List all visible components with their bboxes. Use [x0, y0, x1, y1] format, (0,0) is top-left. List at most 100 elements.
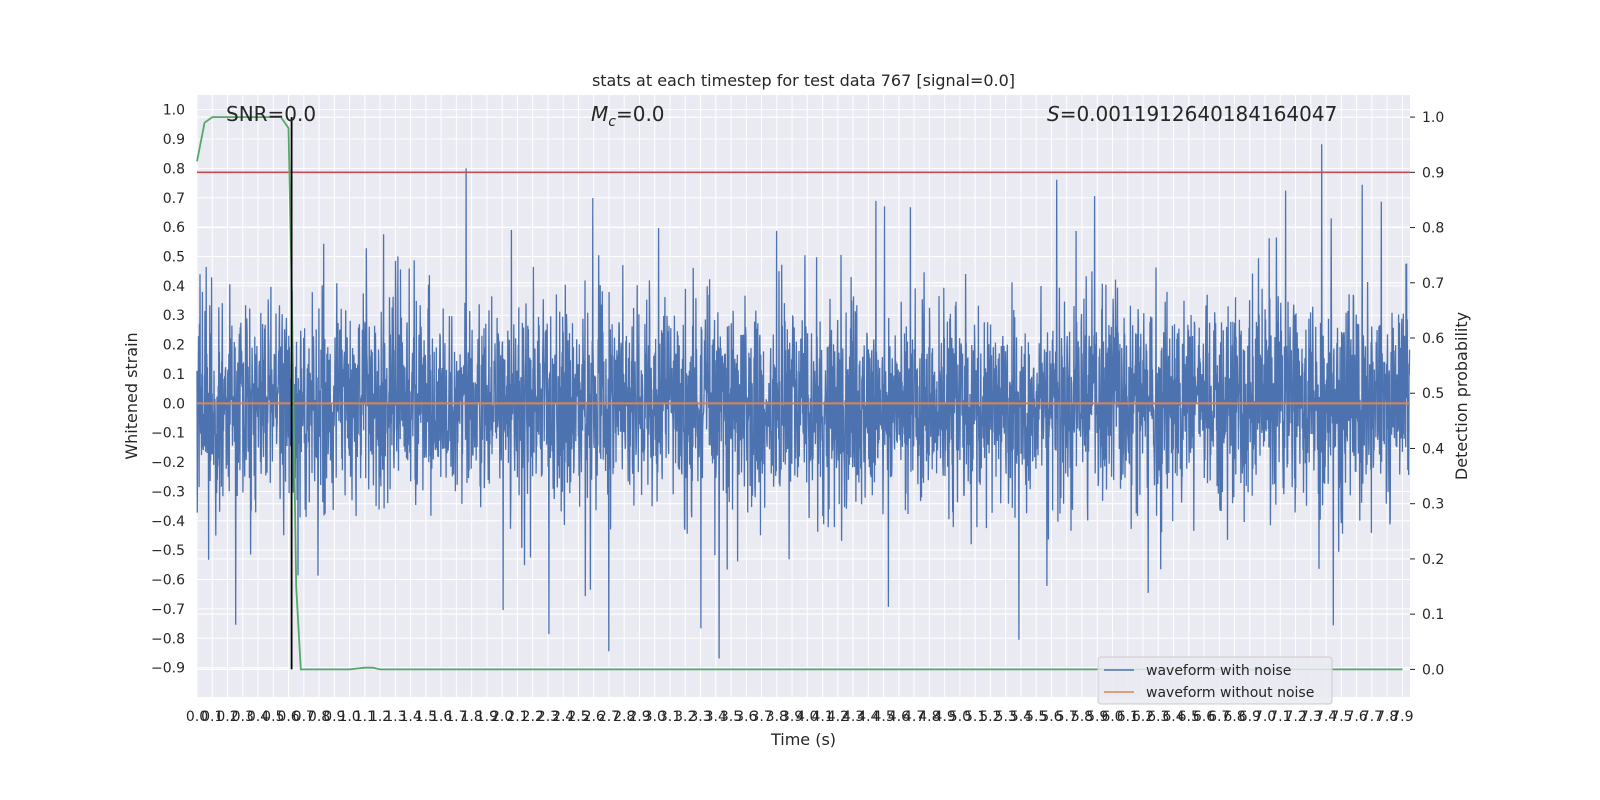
- y-tick-label: −0.1: [151, 426, 185, 442]
- x-tick-label: 4.7: [903, 709, 925, 725]
- y-tick-label: 0.3: [163, 308, 185, 324]
- x-tick-label: 2.9: [628, 709, 650, 725]
- y-tick-label: 0.8: [163, 161, 185, 177]
- x-tick-label: 7.5: [1330, 709, 1352, 725]
- x-tick-label: 5.1: [964, 709, 986, 725]
- score-annotation: S=0.0011912640184164047: [1047, 102, 1337, 126]
- x-tick-label: 1.9: [476, 709, 498, 725]
- x-tick-label: 4.2: [827, 709, 849, 725]
- x-tick-label: 1.8: [461, 709, 483, 725]
- y-tick-label: 0.2: [163, 338, 185, 354]
- x-tick-label: 4.0: [796, 709, 818, 725]
- x-tick-label: 4.8: [918, 709, 940, 725]
- x-tick-label: 5.2: [979, 709, 1001, 725]
- x-tick-label: 7.0: [1254, 709, 1276, 725]
- x-tick-label: 0.5: [262, 709, 284, 725]
- x-tick-label: 1.5: [415, 709, 437, 725]
- y2-tick-label: 0.0: [1422, 662, 1444, 678]
- y2-tick-label: 0.9: [1422, 165, 1444, 181]
- y-tick-label: −0.7: [151, 602, 185, 618]
- x-tick-label: 3.0: [644, 709, 666, 725]
- y2-tick-label: 0.2: [1422, 552, 1444, 568]
- y-tick-label: −0.9: [151, 661, 185, 677]
- x-tick-label: 0.2: [216, 709, 238, 725]
- x-tick-label: 6.5: [1178, 709, 1200, 725]
- x-tick-label: 1.4: [399, 709, 421, 725]
- x-tick-label: 0.3: [232, 709, 254, 725]
- score-symbol: S: [1047, 102, 1060, 126]
- x-tick-label: 2.3: [537, 709, 559, 725]
- x-tick-label: 3.4: [705, 709, 727, 725]
- y-tick-label: 0.7: [163, 191, 185, 207]
- x-tick-label: 5.5: [1025, 709, 1047, 725]
- x-tick-label: 5.6: [1040, 709, 1062, 725]
- x-tick-label: 6.0: [1101, 709, 1123, 725]
- axes-layer: 0.00.10.20.30.40.50.60.70.80.91.01.11.21…: [151, 103, 1444, 725]
- x-tick-label: 3.9: [781, 709, 803, 725]
- y2-tick-label: 0.7: [1422, 276, 1444, 292]
- x-tick-label: 7.2: [1284, 709, 1306, 725]
- legend-entry-waveform-with-noise: waveform with noise: [1146, 663, 1291, 679]
- y-tick-label: 0.9: [163, 132, 185, 148]
- y-tick-label: −0.2: [151, 455, 185, 471]
- snr-annotation: SNR=0.0: [226, 102, 316, 126]
- x-tick-label: 3.7: [750, 709, 772, 725]
- chirp-mass-value: =0.0: [616, 102, 665, 126]
- x-tick-label: 1.1: [354, 709, 376, 725]
- x-tick-label: 7.3: [1300, 709, 1322, 725]
- y-tick-label: −0.5: [151, 543, 185, 559]
- y2-tick-label: 0.8: [1422, 221, 1444, 237]
- x-tick-label: 3.8: [766, 709, 788, 725]
- x-tick-label: 2.8: [613, 709, 635, 725]
- x-tick-label: 5.8: [1071, 709, 1093, 725]
- x-tick-label: 5.3: [995, 709, 1017, 725]
- y-axis-label: Whitened strain: [122, 332, 141, 459]
- chart-title: stats at each timestep for test data 767…: [592, 71, 1015, 90]
- x-tick-label: 1.0: [338, 709, 360, 725]
- y2-tick-label: 0.1: [1422, 607, 1444, 623]
- x-tick-label: 7.8: [1376, 709, 1398, 725]
- x-tick-label: 4.1: [811, 709, 833, 725]
- legend-entry-waveform-without-noise: waveform without noise: [1146, 685, 1314, 701]
- x-tick-label: 4.6: [888, 709, 910, 725]
- x-tick-label: 5.4: [1010, 709, 1032, 725]
- x-tick-label: 4.5: [872, 709, 894, 725]
- x-tick-label: 1.2: [369, 709, 391, 725]
- x-tick-label: 6.3: [1147, 709, 1169, 725]
- legend-box: [1097, 656, 1333, 705]
- x-tick-label: 0.9: [323, 709, 345, 725]
- x-tick-label: 7.1: [1269, 709, 1291, 725]
- x-tick-label: 3.3: [689, 709, 711, 725]
- y-tick-label: 0.5: [163, 250, 185, 266]
- series-waveform-with-noise: [196, 144, 1411, 659]
- x-tick-label: 6.6: [1193, 709, 1215, 725]
- x-tick-label: 5.9: [1086, 709, 1108, 725]
- y-tick-label: 1.0: [163, 103, 185, 119]
- x-tick-label: 4.3: [842, 709, 864, 725]
- x-tick-label: 2.7: [598, 709, 620, 725]
- x-tick-label: 6.7: [1208, 709, 1230, 725]
- y-tick-label: −0.6: [151, 573, 185, 589]
- y2-tick-label: 0.3: [1422, 497, 1444, 513]
- x-tick-label: 3.2: [674, 709, 696, 725]
- secondary-y-axis-label: Detection probability: [1452, 312, 1471, 480]
- x-tick-label: 3.6: [735, 709, 757, 725]
- x-tick-label: 6.8: [1223, 709, 1245, 725]
- y2-tick-label: 0.4: [1422, 441, 1444, 457]
- y-tick-label: −0.4: [151, 514, 185, 530]
- x-tick-label: 7.9: [1391, 709, 1413, 725]
- x-tick-label: 7.4: [1315, 709, 1337, 725]
- x-tick-label: 0.6: [277, 709, 299, 725]
- x-tick-label: 5.7: [1056, 709, 1078, 725]
- x-tick-label: 2.6: [583, 709, 605, 725]
- x-axis-label: Time (s): [770, 730, 836, 749]
- x-tick-label: 3.5: [720, 709, 742, 725]
- score-value: =0.0011912640184164047: [1060, 102, 1338, 126]
- x-tick-label: 6.1: [1117, 709, 1139, 725]
- x-tick-label: 1.6: [430, 709, 452, 725]
- x-tick-label: 1.7: [445, 709, 467, 725]
- x-tick-label: 5.0: [949, 709, 971, 725]
- x-tick-label: 0.7: [293, 709, 315, 725]
- series-detection-probability: [196, 116, 1403, 671]
